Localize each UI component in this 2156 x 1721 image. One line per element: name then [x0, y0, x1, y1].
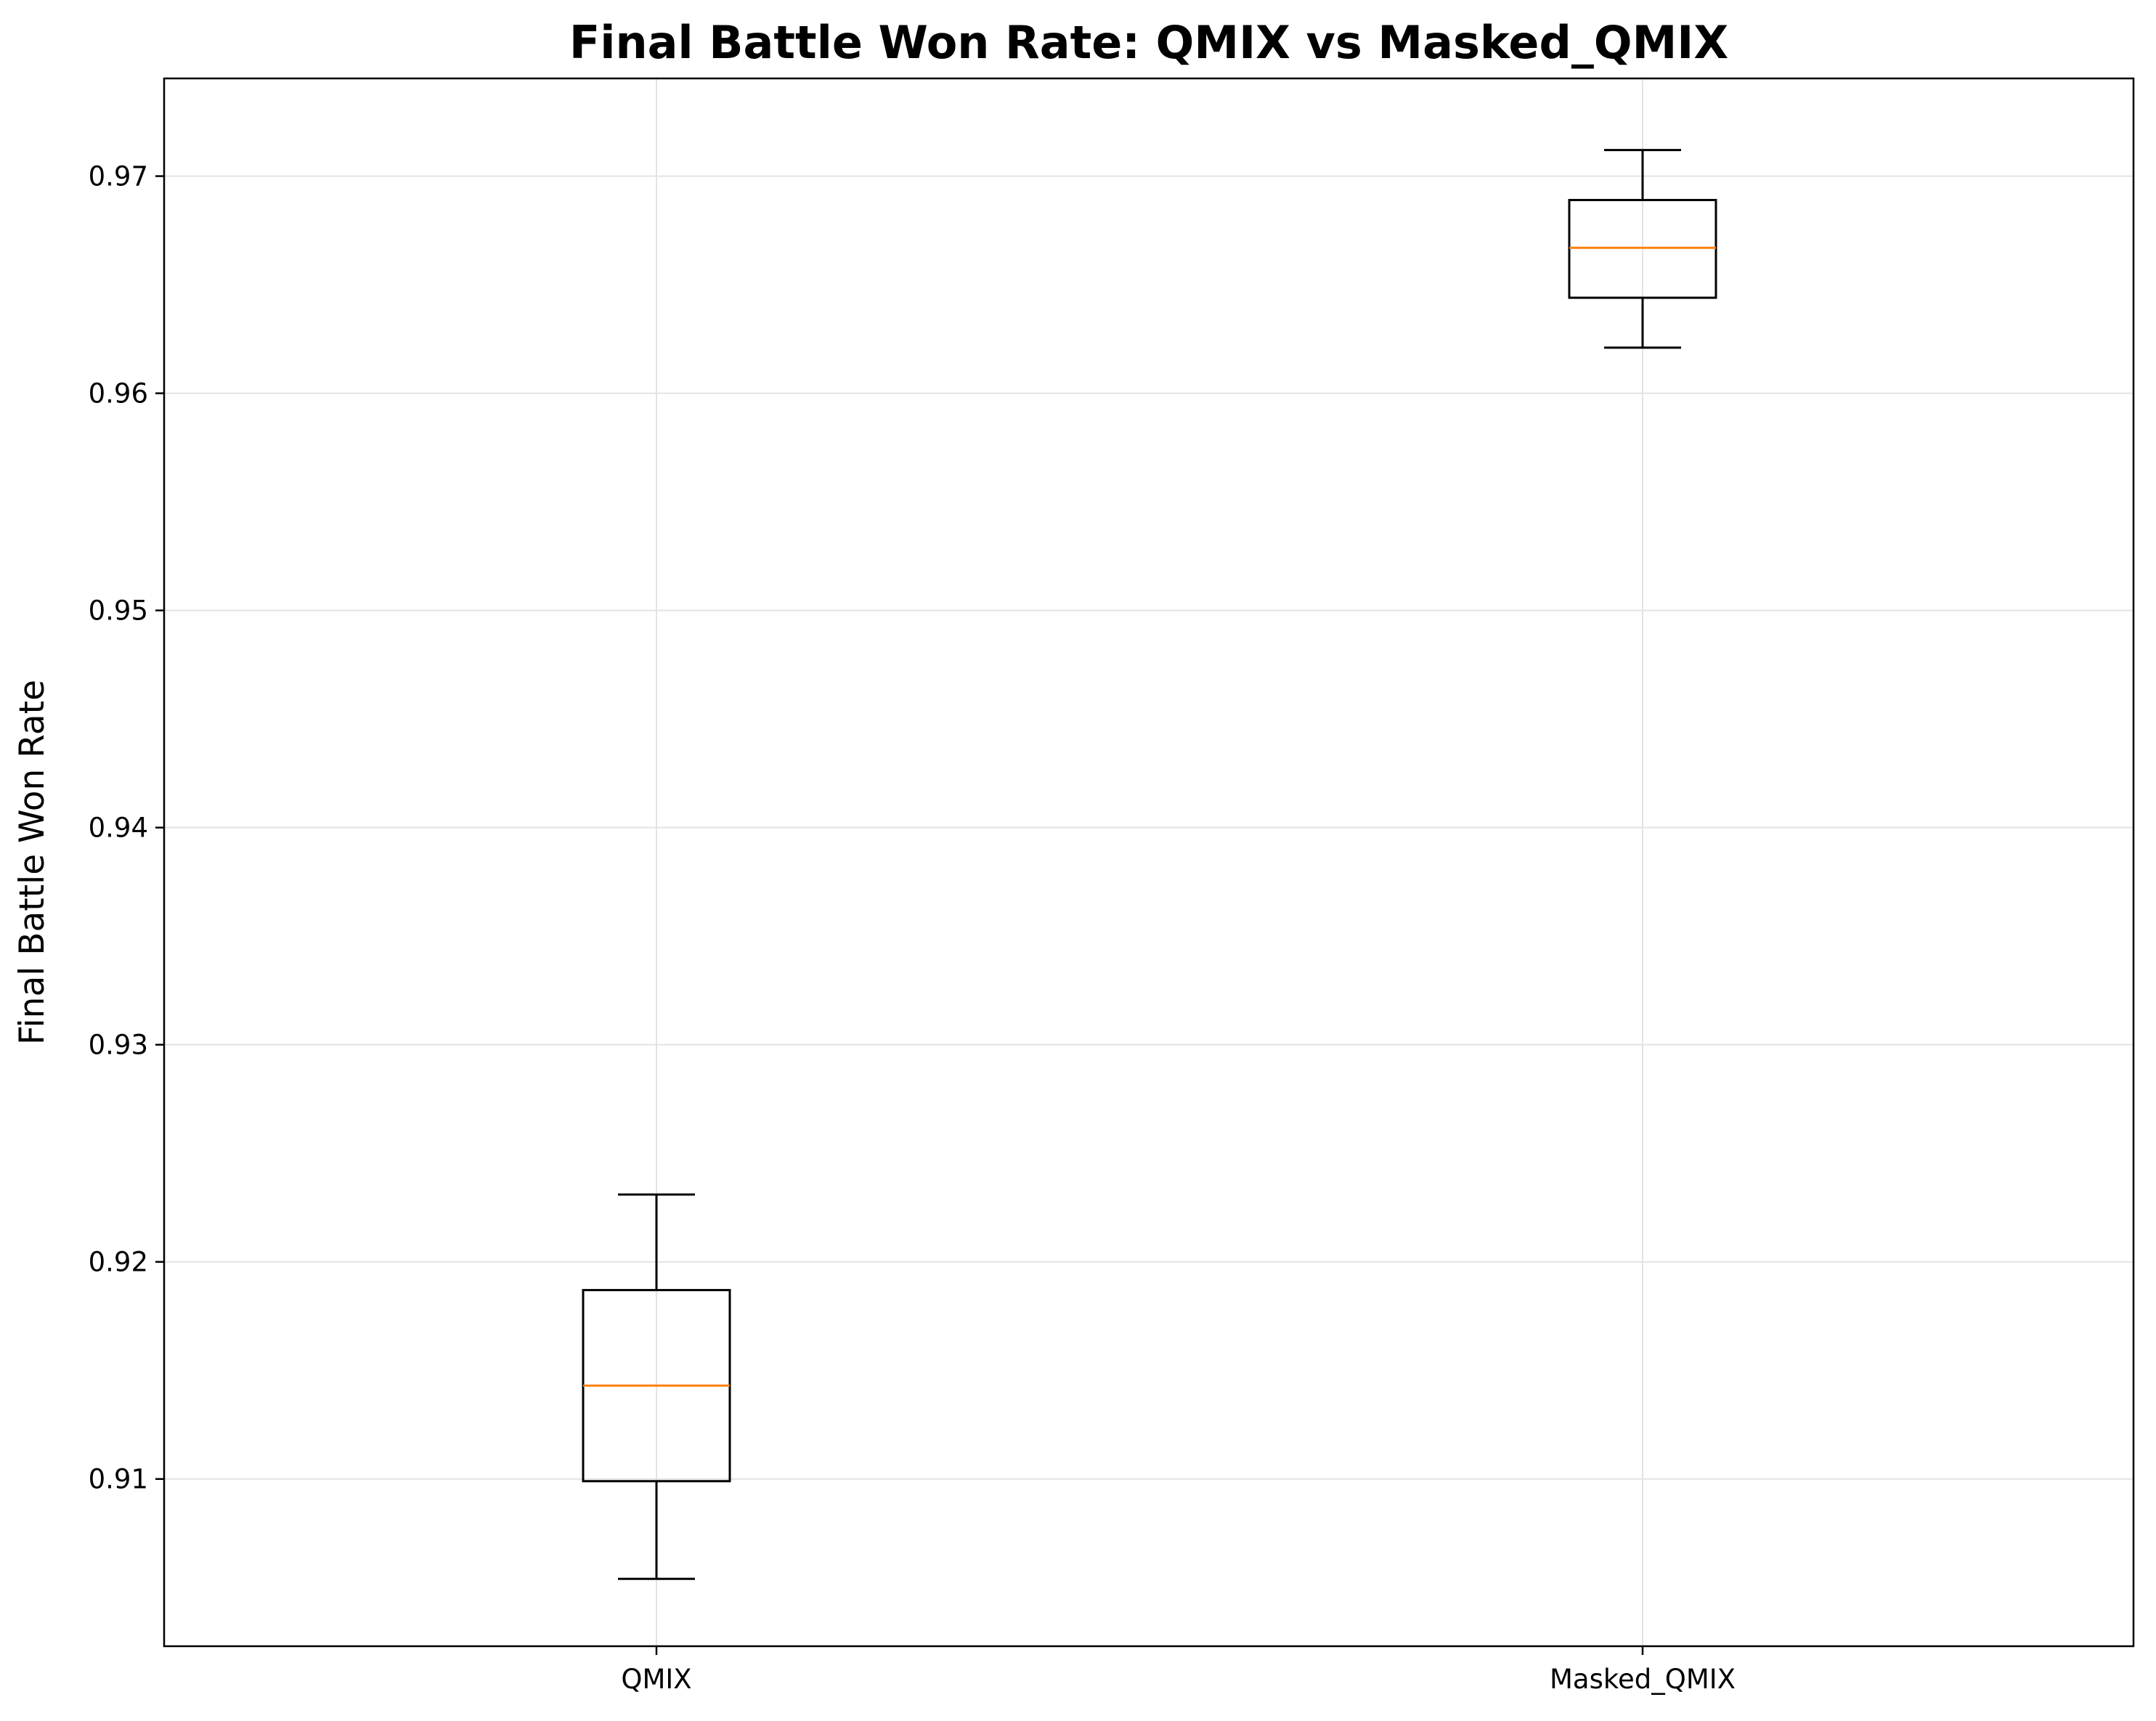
chart-title: Final Battle Won Rate: QMIX vs Masked_QM… [569, 16, 1728, 69]
y-tick-label: 0.93 [89, 1030, 148, 1061]
x-tick-label: Masked_QMIX [1550, 1664, 1736, 1695]
y-axis-label: Final Battle Won Rate [12, 680, 52, 1045]
y-tick-label: 0.94 [89, 813, 148, 844]
y-tick-label: 0.97 [89, 161, 148, 192]
axis-ticks: 0.91 0.92 0.93 0.94 0.95 0.96 0.97 QMIX Masked_Q… [89, 161, 1736, 1695]
box-group [582, 1193, 731, 1580]
x-tick-label: QMIX [621, 1664, 691, 1695]
y-tick-label: 0.91 [89, 1464, 148, 1495]
y-tick-label: 0.96 [89, 378, 148, 410]
y-tick-label: 0.95 [89, 595, 148, 627]
plot-area-frame [163, 77, 2135, 1648]
y-tick-label: 0.92 [89, 1247, 148, 1278]
grid-lines [164, 78, 2133, 1646]
box-group [1568, 149, 1717, 349]
box-plots [582, 149, 1717, 1580]
